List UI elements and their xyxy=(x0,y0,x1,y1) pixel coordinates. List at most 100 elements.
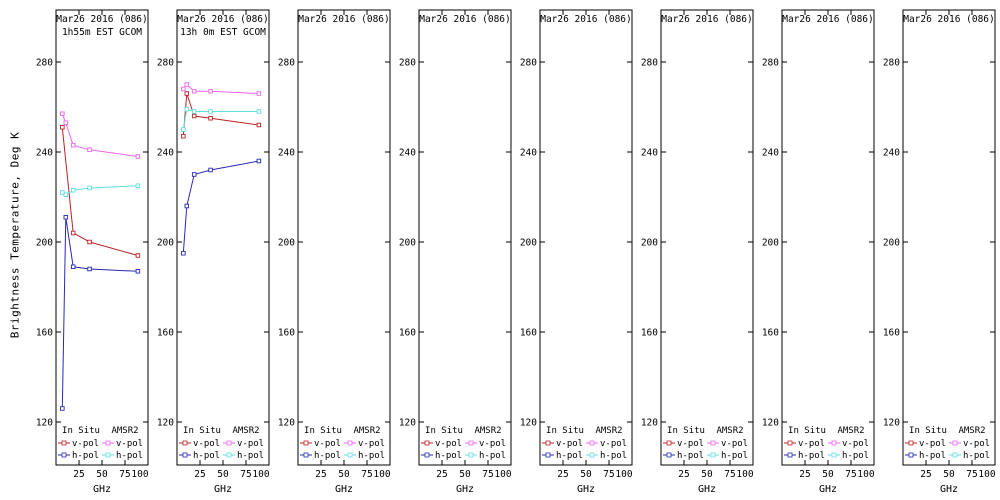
x-tick-label: 25 xyxy=(73,469,84,480)
x-tick-label: 25 xyxy=(557,469,568,480)
legend-header-insitu: In Situ xyxy=(788,426,826,436)
x-axis-title: GHz xyxy=(577,484,595,495)
x-tick-label: 100 xyxy=(373,469,390,480)
x-axis-title: GHz xyxy=(214,484,232,495)
x-axis-title: GHz xyxy=(456,484,474,495)
y-tick-label: 280 xyxy=(520,58,537,69)
legend-header-insitu: In Situ xyxy=(62,426,100,436)
y-tick-label: 280 xyxy=(399,58,416,69)
x-tick-label: 25 xyxy=(194,469,205,480)
marker-insitu_h xyxy=(60,406,65,411)
panel-title: Mar26 2016 (086) xyxy=(56,14,148,25)
legend-label-insitu_v: v-pol xyxy=(919,439,946,449)
marker-amsr2_h xyxy=(70,187,76,193)
marker-insitu_h xyxy=(70,264,76,270)
marker-insitu_h xyxy=(256,158,262,164)
marker-amsr2_v xyxy=(191,88,197,94)
x-tick-label: 25 xyxy=(920,469,931,480)
panel-title: Mar26 2016 (086) xyxy=(298,14,390,25)
x-tick-label: 50 xyxy=(943,469,955,480)
legend-label-amsr2_h: h-pol xyxy=(842,451,869,461)
legend-label-insitu_h: h-pol xyxy=(556,451,583,461)
y-tick-label: 240 xyxy=(157,148,174,159)
marker-amsr2_h xyxy=(87,185,92,191)
y-axis-title: Brightness Temperature, Deg K xyxy=(8,131,22,339)
y-tick-label: 120 xyxy=(520,418,537,429)
panel-7: Mar26 2016 (086) 120 160 200 240 280 25 50 75 100… xyxy=(762,9,875,495)
y-tick-label: 120 xyxy=(883,418,900,429)
marker-amsr2_h xyxy=(208,109,213,114)
legend-header-insitu: In Situ xyxy=(909,426,947,436)
legend-label-insitu_v: v-pol xyxy=(677,439,704,449)
panel-2: Mar26 2016 (086) 13h 0m EST GCOM 120 160 200… xyxy=(157,9,270,495)
legend-label-insitu_v: v-pol xyxy=(556,439,583,449)
marker-amsr2_h xyxy=(135,183,141,188)
x-tick-label: 75 xyxy=(966,469,977,480)
x-tick-label: 25 xyxy=(678,469,689,480)
legend-header-amsr2: AMSR2 xyxy=(595,426,622,436)
legend-label-insitu_h: h-pol xyxy=(677,451,704,461)
x-tick-label: 25 xyxy=(315,469,326,480)
legend-label-amsr2_h: h-pol xyxy=(116,451,143,461)
marker-amsr2_v xyxy=(208,88,213,94)
marker-insitu_v xyxy=(184,91,190,96)
panel-3: Mar26 2016 (086) 120 160 200 240 280 25 50 75 100… xyxy=(278,9,391,495)
y-tick-label: 200 xyxy=(883,238,900,249)
legend-label-amsr2_v: v-pol xyxy=(842,439,869,449)
legend-header-insitu: In Situ xyxy=(425,426,463,436)
marker-amsr2_v xyxy=(60,111,65,116)
panel-title: Mar26 2016 (086) xyxy=(177,14,269,25)
panel-subtitle: 1h55m EST GCOM xyxy=(62,27,142,38)
y-tick-label: 160 xyxy=(278,328,295,339)
x-tick-label: 50 xyxy=(217,469,229,480)
legend-label-amsr2_v: v-pol xyxy=(358,439,385,449)
y-tick-label: 200 xyxy=(641,238,658,249)
legend-label-amsr2_h: h-pol xyxy=(600,451,627,461)
x-tick-label: 50 xyxy=(701,469,713,480)
series-insitu_v xyxy=(61,127,139,256)
legend-label-amsr2_v: v-pol xyxy=(600,439,627,449)
legend-label-amsr2_h: h-pol xyxy=(358,451,385,461)
panel-title: Mar26 2016 (086) xyxy=(782,14,874,25)
marker-amsr2_v xyxy=(256,91,262,96)
marker-amsr2_v xyxy=(87,147,92,152)
y-tick-label: 240 xyxy=(883,148,900,159)
legend-label-amsr2_v: v-pol xyxy=(479,439,506,449)
legend-label-insitu_h: h-pol xyxy=(193,451,220,461)
y-tick-label: 240 xyxy=(399,148,416,159)
marker-insitu_v xyxy=(181,133,186,139)
x-tick-label: 75 xyxy=(603,469,614,480)
legend-label-amsr2_h: h-pol xyxy=(237,451,264,461)
panel-title: Mar26 2016 (086) xyxy=(540,14,632,25)
panel-title: Mar26 2016 (086) xyxy=(419,14,511,25)
panel-1: Mar26 2016 (086) 1h55m EST GCOM 120 160 200 2… xyxy=(36,9,149,495)
y-tick-label: 120 xyxy=(641,418,658,429)
legend-label-insitu_v: v-pol xyxy=(314,439,341,449)
marker-insitu_h xyxy=(191,172,197,177)
marker-insitu_v xyxy=(60,124,65,130)
marker-amsr2_h xyxy=(184,106,190,112)
x-tick-label: 100 xyxy=(252,469,269,480)
y-tick-label: 160 xyxy=(36,328,53,339)
marker-amsr2_v xyxy=(70,142,76,148)
legend-label-insitu_v: v-pol xyxy=(72,439,99,449)
legend-header-amsr2: AMSR2 xyxy=(958,426,985,436)
marker-insitu_h xyxy=(63,214,69,220)
legend-label-amsr2_v: v-pol xyxy=(116,439,143,449)
x-axis-title: GHz xyxy=(819,484,837,495)
y-tick-label: 160 xyxy=(883,328,900,339)
y-tick-label: 120 xyxy=(157,418,174,429)
marker-insitu_v xyxy=(191,113,197,119)
legend-label-insitu_v: v-pol xyxy=(435,439,462,449)
x-axis-title: GHz xyxy=(335,484,353,495)
x-tick-label: 75 xyxy=(119,469,130,480)
legend-label-insitu_h: h-pol xyxy=(919,451,946,461)
legend-header-amsr2: AMSR2 xyxy=(474,426,501,436)
legend-label-amsr2_h: h-pol xyxy=(479,451,506,461)
x-tick-label: 50 xyxy=(338,469,350,480)
y-tick-label: 240 xyxy=(520,148,537,159)
y-tick-label: 160 xyxy=(157,328,174,339)
marker-insitu_v xyxy=(70,230,76,236)
legend-header-amsr2: AMSR2 xyxy=(837,426,864,436)
